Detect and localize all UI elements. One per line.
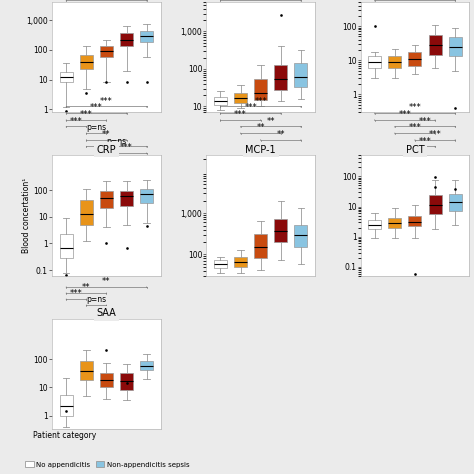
PathPatch shape [254,79,267,100]
Text: ***: *** [255,97,267,106]
PathPatch shape [140,361,153,370]
PathPatch shape [428,195,442,214]
Title: MCP-1: MCP-1 [246,145,276,155]
Legend: No appendicitis, Non-appendicitis sepsis: No appendicitis, Non-appendicitis sepsis [22,459,192,471]
Text: ***: *** [419,117,431,126]
Text: ***: *** [234,110,247,119]
Title: PCT: PCT [406,145,424,155]
PathPatch shape [120,373,133,390]
Text: ***: *** [100,97,113,106]
PathPatch shape [214,260,227,268]
PathPatch shape [294,225,308,246]
PathPatch shape [428,35,442,55]
PathPatch shape [140,190,153,203]
Text: ***: *** [80,110,93,119]
PathPatch shape [140,30,153,42]
Text: Patient category: Patient category [33,431,96,440]
PathPatch shape [368,56,381,68]
PathPatch shape [234,257,247,267]
Text: **: ** [266,117,275,126]
Text: ***: *** [90,103,103,112]
PathPatch shape [60,395,73,416]
PathPatch shape [294,64,308,88]
PathPatch shape [254,234,267,258]
Text: p=ns: p=ns [107,137,127,146]
Title: SAA: SAA [97,309,116,319]
Text: ***: *** [399,110,411,119]
PathPatch shape [449,37,462,56]
PathPatch shape [80,55,93,70]
Text: **: ** [102,130,111,139]
Text: **: ** [256,123,265,132]
Text: ***: *** [419,137,431,146]
Text: ***: *** [70,117,82,126]
PathPatch shape [120,33,133,46]
Text: ***: *** [409,103,421,112]
PathPatch shape [60,234,73,258]
Text: **: ** [276,130,285,139]
PathPatch shape [60,72,73,82]
Text: ***: *** [428,130,441,139]
Text: ***: *** [409,123,421,132]
PathPatch shape [214,97,227,105]
PathPatch shape [368,220,381,229]
PathPatch shape [388,56,401,68]
Title: CRP: CRP [97,145,116,155]
PathPatch shape [100,46,113,56]
Text: p=ns: p=ns [86,295,107,304]
PathPatch shape [274,219,287,242]
PathPatch shape [100,373,113,387]
Text: ***: *** [244,103,257,112]
Y-axis label: Blood concertation¹: Blood concertation¹ [22,178,31,253]
Text: p=ns: p=ns [86,123,107,132]
PathPatch shape [100,191,113,208]
PathPatch shape [274,64,287,90]
Text: **: ** [82,283,91,292]
Text: ***: *** [120,143,133,152]
PathPatch shape [234,93,247,103]
PathPatch shape [409,216,421,227]
PathPatch shape [409,53,421,65]
PathPatch shape [388,218,401,228]
PathPatch shape [120,191,133,206]
PathPatch shape [80,362,93,380]
PathPatch shape [80,200,93,225]
Text: **: ** [102,277,111,286]
Text: ***: *** [70,289,82,298]
PathPatch shape [449,193,462,211]
